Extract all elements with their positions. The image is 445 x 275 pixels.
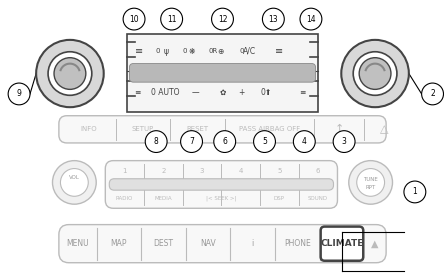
- Circle shape: [61, 169, 88, 196]
- Circle shape: [341, 40, 409, 107]
- Text: NAV: NAV: [200, 239, 216, 248]
- Text: 6: 6: [222, 137, 227, 146]
- Text: ≡: ≡: [275, 46, 283, 56]
- Text: ↑: ↑: [335, 124, 344, 134]
- Text: 0: 0: [155, 48, 160, 54]
- Text: SETUP: SETUP: [132, 126, 154, 132]
- Text: CLIMATE: CLIMATE: [320, 239, 364, 248]
- Text: 6: 6: [316, 167, 320, 174]
- Text: |< SEEK >|: |< SEEK >|: [206, 196, 237, 201]
- Text: SOUND: SOUND: [308, 196, 328, 201]
- Text: 0R: 0R: [208, 48, 218, 54]
- Text: 1: 1: [122, 167, 127, 174]
- Circle shape: [36, 40, 104, 107]
- Text: 9: 9: [16, 89, 21, 98]
- Text: 14: 14: [306, 15, 316, 24]
- Circle shape: [54, 58, 86, 89]
- Text: RPT: RPT: [365, 185, 376, 190]
- Text: 3: 3: [200, 167, 204, 174]
- Circle shape: [353, 52, 397, 95]
- Text: ✿: ✿: [219, 88, 226, 97]
- Text: △: △: [380, 124, 388, 134]
- Text: PASS AIRBAG OFF: PASS AIRBAG OFF: [239, 126, 300, 132]
- Text: 5: 5: [262, 137, 267, 146]
- Circle shape: [123, 8, 145, 30]
- Circle shape: [254, 131, 275, 152]
- Text: ❋: ❋: [189, 47, 195, 56]
- Text: 12: 12: [218, 15, 227, 24]
- Circle shape: [48, 52, 92, 95]
- Text: 2: 2: [430, 89, 435, 98]
- Text: —: —: [192, 88, 200, 97]
- Text: 1: 1: [413, 188, 417, 196]
- Text: 11: 11: [167, 15, 176, 24]
- Circle shape: [181, 131, 202, 152]
- Text: +: +: [239, 88, 245, 97]
- FancyBboxPatch shape: [59, 225, 386, 263]
- Circle shape: [421, 83, 444, 105]
- Text: 4: 4: [239, 167, 243, 174]
- Circle shape: [333, 131, 355, 152]
- Circle shape: [161, 8, 182, 30]
- Circle shape: [300, 8, 322, 30]
- Text: 0 AUTO: 0 AUTO: [151, 88, 180, 97]
- FancyBboxPatch shape: [105, 161, 337, 208]
- Text: ⊕: ⊕: [218, 47, 224, 56]
- Text: 5: 5: [277, 167, 282, 174]
- Text: MEDIA: MEDIA: [154, 196, 172, 201]
- Text: MAP: MAP: [111, 239, 127, 248]
- Text: ψ: ψ: [163, 47, 168, 56]
- Text: 2: 2: [161, 167, 166, 174]
- Text: MENU: MENU: [66, 239, 89, 248]
- Text: 0: 0: [182, 48, 186, 54]
- Text: TUNE: TUNE: [363, 177, 378, 182]
- Circle shape: [214, 131, 236, 152]
- Circle shape: [349, 161, 392, 204]
- Text: 4: 4: [302, 137, 307, 146]
- Text: ≡: ≡: [134, 88, 140, 97]
- Text: 7: 7: [189, 137, 194, 146]
- Text: ≡: ≡: [299, 88, 306, 97]
- Circle shape: [8, 83, 30, 105]
- Text: PHONE: PHONE: [284, 239, 311, 248]
- Text: ≡: ≡: [135, 46, 143, 56]
- FancyBboxPatch shape: [59, 116, 386, 143]
- Text: INFO: INFO: [80, 126, 97, 132]
- Circle shape: [53, 161, 96, 204]
- FancyBboxPatch shape: [321, 227, 363, 261]
- Text: DEST: DEST: [154, 239, 174, 248]
- Text: DSP: DSP: [274, 196, 285, 201]
- Text: 8: 8: [154, 137, 158, 146]
- Text: RESET: RESET: [186, 126, 209, 132]
- FancyBboxPatch shape: [109, 179, 333, 190]
- Circle shape: [357, 169, 384, 196]
- Text: 3: 3: [342, 137, 347, 146]
- Text: 10: 10: [129, 15, 139, 24]
- Circle shape: [404, 181, 426, 203]
- Circle shape: [211, 8, 234, 30]
- FancyBboxPatch shape: [127, 34, 318, 112]
- Text: RADIO: RADIO: [116, 196, 134, 201]
- Circle shape: [359, 58, 391, 89]
- Circle shape: [293, 131, 315, 152]
- Text: ▲: ▲: [372, 239, 379, 249]
- Text: VOL: VOL: [69, 175, 80, 180]
- Circle shape: [145, 131, 167, 152]
- Text: 0: 0: [239, 48, 243, 54]
- Text: i: i: [251, 239, 254, 248]
- Text: A/C: A/C: [243, 47, 256, 56]
- FancyBboxPatch shape: [129, 64, 316, 82]
- Circle shape: [263, 8, 284, 30]
- Text: 0⬆: 0⬆: [261, 88, 272, 97]
- Text: 13: 13: [268, 15, 278, 24]
